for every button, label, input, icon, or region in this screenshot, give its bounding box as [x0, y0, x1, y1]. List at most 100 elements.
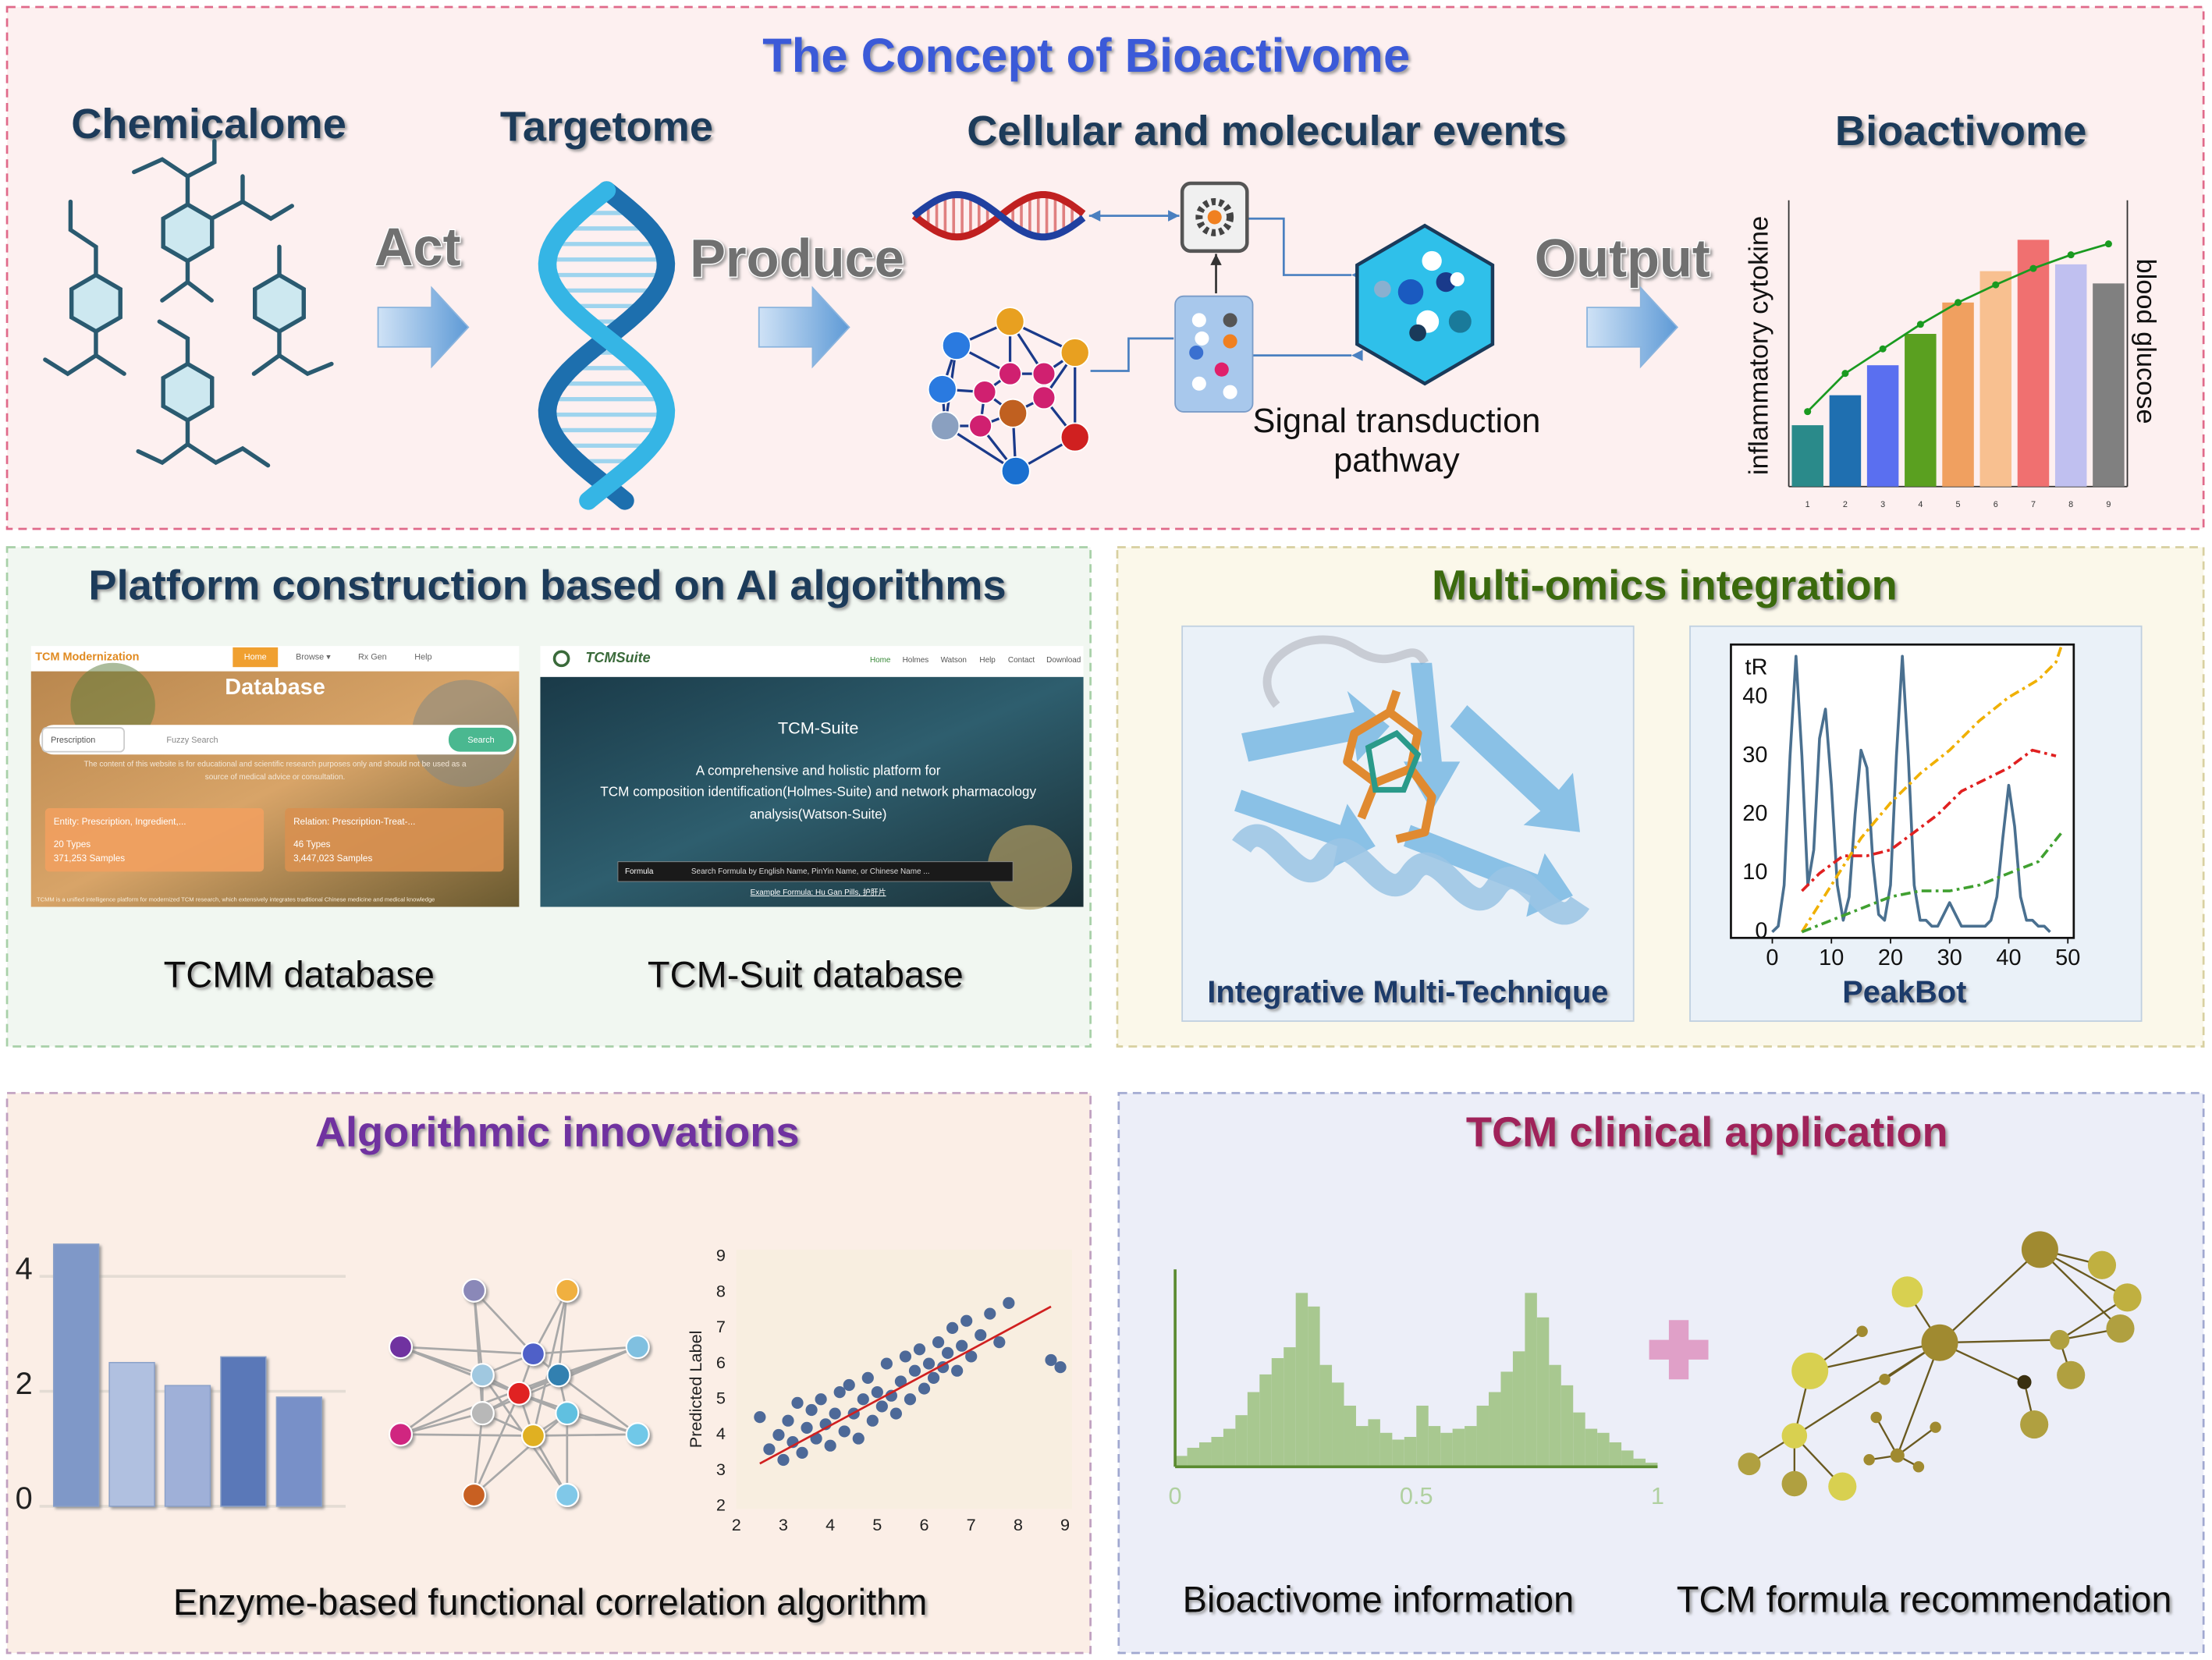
- network-edge: [1875, 1417, 1898, 1456]
- histogram-bar: [1187, 1447, 1200, 1467]
- network-node: [1921, 1324, 1958, 1361]
- network-edge: [557, 1290, 569, 1375]
- scatter-point: [975, 1328, 987, 1342]
- x-tick-label: 0: [1169, 1482, 1182, 1509]
- histogram-bar: [1308, 1306, 1320, 1467]
- nav-button: [233, 647, 279, 668]
- y-tick-label: 4: [16, 1251, 33, 1286]
- network-edge: [473, 1413, 484, 1495]
- network-node: [1738, 1452, 1761, 1476]
- network-node: [388, 1335, 414, 1360]
- scatter-point: [866, 1414, 879, 1427]
- x-tick-label: 1: [1651, 1482, 1664, 1509]
- series-line: [1800, 644, 2064, 933]
- arrow-head: [1168, 210, 1180, 222]
- network-node: [1781, 1423, 1808, 1449]
- protein-strand: [1450, 704, 1580, 832]
- molecule-bond: [157, 319, 190, 367]
- arrow-head: [1351, 349, 1363, 361]
- scatter-point: [777, 1453, 790, 1467]
- y-tick-label: 6: [716, 1353, 726, 1372]
- bar: [52, 1243, 100, 1507]
- scatter-point: [956, 1339, 968, 1352]
- x-tick-label: 10: [1819, 945, 1844, 970]
- y-tick-label: 7: [716, 1317, 726, 1336]
- molecule-bond: [136, 418, 190, 466]
- histogram-bar: [1452, 1428, 1465, 1467]
- histogram-bar: [1355, 1426, 1369, 1467]
- histogram-bar: [1573, 1412, 1585, 1467]
- scatter-point: [946, 1321, 959, 1334]
- series-line: [1801, 831, 2064, 934]
- nav-item: Holmes: [903, 656, 929, 665]
- nav-item: Contact: [1008, 656, 1035, 665]
- molecule-bond: [185, 279, 214, 303]
- scatter-point: [763, 1443, 776, 1456]
- caption: TCMM database: [164, 953, 435, 995]
- network-node: [930, 411, 960, 441]
- scatter-point: [801, 1421, 813, 1434]
- network-edge: [1897, 1426, 1937, 1456]
- arrow-label: Act: [375, 217, 461, 277]
- y-tick-label: 10: [1742, 860, 1767, 885]
- network-node: [1879, 1373, 1891, 1385]
- pathway-hexagon: [1355, 223, 1495, 386]
- cell-dot: [1223, 385, 1237, 399]
- histogram-bar: [1549, 1364, 1561, 1467]
- histogram-bar: [1211, 1437, 1223, 1467]
- histogram-bar: [1428, 1426, 1441, 1467]
- pathway-dot: [1422, 250, 1442, 271]
- y-axis-label: Predicted Label: [686, 1331, 705, 1449]
- y-tick-label: 0: [16, 1481, 33, 1516]
- y-tick-label: 20: [1742, 801, 1767, 826]
- histogram-bar: [1259, 1374, 1272, 1467]
- network-node: [2050, 1329, 2070, 1350]
- example: Example Formula: Hu Gan Pills, 护肝片: [751, 887, 886, 897]
- histogram-bar: [1368, 1419, 1380, 1467]
- scatter-point: [960, 1314, 973, 1327]
- x-tick-label: 9: [2106, 500, 2111, 509]
- scatter-point: [754, 1411, 766, 1424]
- search-button-label: Search: [467, 736, 494, 745]
- scatter-point: [885, 1389, 897, 1402]
- caption: TCM formula recommendation: [1677, 1578, 2172, 1619]
- network-edge: [533, 1346, 638, 1356]
- molecule-bond: [185, 139, 217, 179]
- histogram-bar: [1223, 1428, 1236, 1467]
- card-samples: 3,447,023 Samples: [293, 853, 372, 864]
- network-node: [1791, 1352, 1829, 1389]
- card-title: Entity: Prescription, Ingredient,...: [54, 817, 186, 827]
- x-tick-label: 50: [2055, 945, 2080, 970]
- caption: TCM-Suit database: [648, 953, 964, 995]
- nav-item: Browse ▾: [296, 652, 331, 662]
- histogram-bar: [1404, 1437, 1417, 1467]
- card-samples: 371,253 Samples: [54, 853, 126, 864]
- heading: Database: [225, 675, 325, 700]
- network-edge: [1940, 1339, 2060, 1344]
- network-edge: [2039, 1249, 2121, 1329]
- description: analysis(Watson-Suite): [750, 807, 887, 822]
- network-edge: [400, 1412, 483, 1436]
- cell-dot: [1223, 313, 1237, 328]
- y2-axis-label: blood glucose: [2131, 259, 2161, 424]
- network-node: [470, 1401, 495, 1426]
- network-edge: [1809, 1342, 1940, 1372]
- bar: [275, 1396, 322, 1507]
- histogram-bar: [1379, 1432, 1393, 1467]
- x-tick-label: 5: [1956, 500, 1961, 509]
- network-edge: [518, 1346, 638, 1395]
- arrow-head: [1088, 210, 1101, 222]
- dna-strand: [538, 181, 676, 510]
- network-node: [625, 1422, 650, 1447]
- network-node: [470, 1363, 495, 1388]
- y-tick-label: 9: [716, 1246, 726, 1265]
- x-tick-label: 1: [1805, 500, 1810, 509]
- scatter-point: [942, 1346, 954, 1359]
- network-node: [2020, 1410, 2049, 1439]
- network-node: [1870, 1411, 1882, 1424]
- x-tick-label: 30: [1937, 945, 1962, 970]
- histogram-bar: [1392, 1439, 1404, 1467]
- dna-strand: [538, 181, 676, 510]
- network-node: [2113, 1283, 2142, 1312]
